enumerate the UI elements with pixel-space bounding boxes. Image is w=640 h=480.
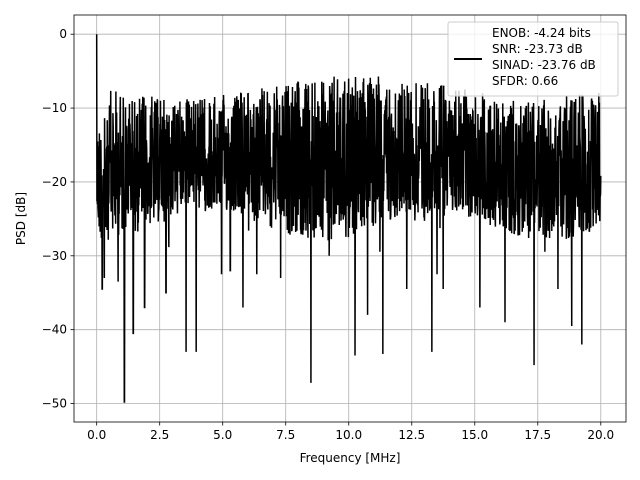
y-tick-label: 0 [59,27,67,41]
legend-label-line: SNR: -23.73 dB [492,42,583,56]
x-tick-label: 7.5 [276,428,295,442]
y-tick-label: −30 [42,249,67,263]
y-tick-label: −20 [42,175,67,189]
x-tick-label: 12.5 [398,428,425,442]
psd-series-line [95,34,602,403]
y-tick-label: −40 [42,323,67,337]
x-tick-label: 10.0 [335,428,362,442]
legend-label-line: ENOB: -4.24 bits [492,26,591,40]
y-axis-label: PSD [dB] [14,192,28,245]
x-axis-label: Frequency [MHz] [300,451,401,465]
y-axis-ticks: 0 −10 −20 −30 −40 −50 [42,27,74,411]
x-tick-label: 0.0 [87,428,106,442]
x-tick-label: 20.0 [587,428,614,442]
y-tick-label: −50 [42,397,67,411]
plot-area [95,34,602,403]
legend-box [447,21,619,97]
y-tick-label: −10 [42,101,67,115]
axes-frame [73,14,627,423]
legend-label: ENOB: -4.24 bits SNR: -23.73 dB SINAD: -23… [492,26,596,88]
legend-label-line: SINAD: -23.76 dB [492,58,596,72]
legend: ENOB: -4.24 bits SNR: -23.73 dB SINAD: -23… [447,21,619,97]
x-tick-label: 2.5 [150,428,169,442]
x-tick-label: 5.0 [213,428,232,442]
x-tick-label: 17.5 [524,428,551,442]
legend-label-line: SFDR: 0.66 [492,74,558,88]
x-axis-ticks: 0.0 2.5 5.0 7.5 10.0 12.5 15.0 17.5 20.0 [87,422,614,442]
x-tick-label: 15.0 [461,428,488,442]
